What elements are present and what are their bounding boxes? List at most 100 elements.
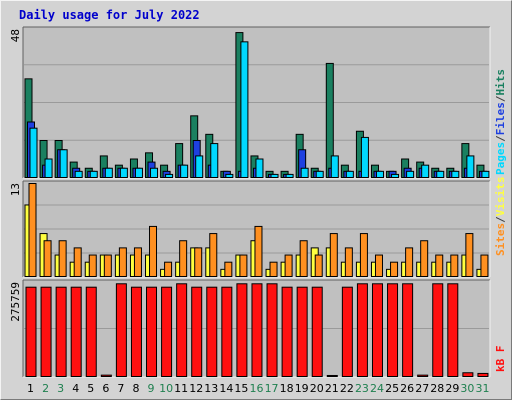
- ymax-label-middle: 13: [9, 183, 22, 196]
- bar-pages: [436, 170, 445, 178]
- axis-title-part: /: [494, 95, 507, 102]
- bar-pages: [360, 136, 369, 179]
- x-tick-label: 13: [204, 382, 218, 395]
- bar-pages: [44, 158, 53, 178]
- bar-kbytes: [341, 286, 353, 377]
- x-tick-label: 14: [219, 382, 233, 395]
- chart-title: Daily usage for July 2022: [19, 8, 200, 22]
- x-tick-label: 1: [27, 382, 34, 395]
- ymax-label-bottom: 275759: [9, 282, 22, 322]
- x-tick-label: 25: [385, 382, 399, 395]
- x-tick-label: 11: [174, 382, 188, 395]
- x-tick-label: 9: [148, 382, 155, 395]
- bar-kbytes: [311, 286, 323, 377]
- bar-pages: [195, 155, 204, 179]
- bar-kbytes: [70, 286, 82, 377]
- bar-sites: [420, 240, 429, 278]
- bar-sites: [314, 254, 323, 278]
- x-tick-label: 5: [87, 382, 94, 395]
- bar-pages: [255, 158, 264, 178]
- bar-sites: [118, 247, 127, 277]
- bar-sites: [103, 254, 112, 278]
- bar-sites: [344, 247, 353, 277]
- axis-title-part: /: [494, 135, 507, 142]
- bar-sites: [390, 261, 399, 278]
- bar-pages: [330, 155, 339, 179]
- bar-sites: [284, 254, 293, 278]
- x-tick-label: 8: [132, 382, 139, 395]
- bar-pages: [270, 173, 279, 179]
- bar-sites: [435, 254, 444, 278]
- x-tick-label: 19: [295, 382, 309, 395]
- bar-sites: [43, 240, 52, 278]
- x-tick-label: 7: [117, 382, 124, 395]
- axis-title-top: Pages/Files/Hits: [494, 69, 507, 175]
- ymax-label-top: 48: [9, 29, 22, 42]
- axis-title-part: Sites: [494, 223, 507, 256]
- bar-sites: [299, 240, 308, 278]
- bar-kbytes: [432, 283, 444, 378]
- bar-pages: [59, 149, 68, 178]
- x-tick-label: 28: [430, 382, 444, 395]
- x-tick-label: 12: [189, 382, 203, 395]
- bar-pages: [225, 173, 234, 179]
- axis-title-middle: Sites/Visits: [494, 177, 507, 257]
- bar-sites: [133, 247, 142, 277]
- bar-pages: [375, 170, 384, 178]
- bar-kbytes: [161, 286, 173, 377]
- bar-sites: [254, 225, 263, 278]
- x-tick-label: 22: [340, 382, 354, 395]
- bar-pages: [240, 41, 249, 179]
- bar-pages: [134, 167, 143, 178]
- bar-pages: [180, 164, 189, 179]
- bar-sites: [239, 254, 248, 278]
- bar-pages: [345, 170, 354, 178]
- axis-title-part: Visits: [494, 177, 507, 217]
- bar-pages: [300, 167, 309, 178]
- bar-kbytes: [236, 283, 248, 378]
- bar-sites: [179, 240, 188, 278]
- x-tick-label: 15: [234, 382, 248, 395]
- axis-title-part: F: [494, 346, 507, 359]
- bar-kbytes: [281, 286, 293, 377]
- x-tick-label: 16: [250, 382, 264, 395]
- axis-title-part: Hits: [494, 69, 507, 96]
- bar-kbytes: [251, 283, 263, 378]
- bar-sites: [329, 233, 338, 277]
- bar-kbytes: [25, 286, 37, 377]
- x-tick-label: 26: [400, 382, 414, 395]
- bar-pages: [74, 170, 83, 178]
- bar-kbytes: [462, 372, 474, 377]
- bar-kbytes: [356, 283, 368, 378]
- bar-sites: [269, 261, 278, 278]
- bar-pages: [391, 173, 400, 179]
- bar-pages: [29, 127, 38, 179]
- bar-kbytes: [206, 286, 218, 377]
- axis-title-part: /: [494, 216, 507, 223]
- bar-kbytes: [40, 286, 52, 377]
- bar-pages: [481, 170, 490, 178]
- x-tick-label: 21: [325, 382, 339, 395]
- bar-sites: [88, 254, 97, 278]
- x-tick-label: 27: [415, 382, 429, 395]
- bar-sites: [465, 233, 474, 277]
- bar-sites: [164, 261, 173, 278]
- bar-sites: [149, 225, 158, 278]
- bar-pages: [165, 173, 174, 179]
- bar-sites: [28, 183, 37, 277]
- bar-kbytes: [146, 286, 158, 377]
- bar-kbytes: [387, 283, 399, 378]
- bar-sites: [374, 254, 383, 278]
- x-tick-label: 18: [280, 382, 294, 395]
- bar-pages: [150, 167, 159, 178]
- bar-kbytes: [417, 374, 429, 378]
- x-tick-label: 20: [310, 382, 324, 395]
- bar-sites: [194, 247, 203, 277]
- bar-kbytes: [191, 286, 203, 377]
- x-tick-label: 2: [42, 382, 49, 395]
- bar-sites: [450, 254, 459, 278]
- bar-sites: [359, 233, 368, 277]
- x-tick-label: 23: [355, 382, 369, 395]
- bar-sites: [480, 254, 489, 278]
